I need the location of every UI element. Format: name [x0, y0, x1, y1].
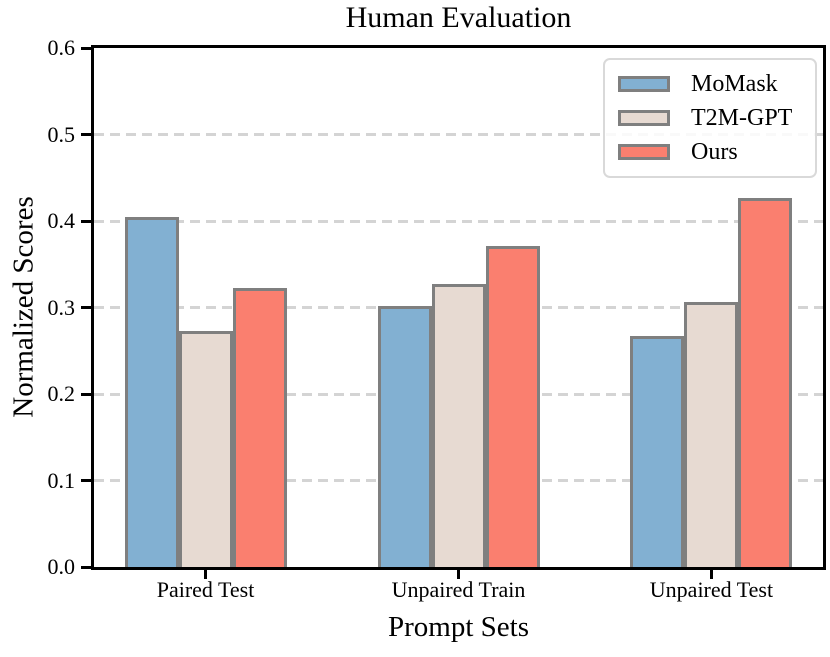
- y-tick-label: 0.6: [47, 35, 76, 60]
- y-tick-label: 0.3: [47, 294, 76, 320]
- bar-momask: [377, 305, 432, 567]
- y-tick-mark: [81, 392, 91, 396]
- y-tick-mark: [81, 306, 91, 309]
- y-tick-label: 0.0: [47, 554, 76, 579]
- bar-momask: [124, 216, 179, 567]
- legend-swatch-momask: [618, 76, 670, 92]
- gridline: [94, 219, 823, 223]
- legend-item-t2m-gpt: T2M-GPT: [618, 104, 815, 132]
- bar-ours: [232, 288, 287, 567]
- x-axis-label: Prompt Sets: [388, 611, 529, 643]
- y-tick-mark: [81, 479, 91, 482]
- chart-title: Human Evaluation: [345, 1, 572, 34]
- y-tick-mark: [81, 219, 91, 223]
- x-tick-label-paired-test: Paired Test: [156, 577, 255, 602]
- legend-swatch-t2m-gpt: [618, 110, 670, 126]
- gridline: [94, 133, 823, 136]
- bar-t2m-gpt: [178, 330, 233, 567]
- y-tick-mark: [81, 565, 91, 569]
- legend: MoMask T2M-GPT Ours: [603, 58, 817, 178]
- y-tick-label: 0.5: [47, 121, 76, 147]
- legend-label-ours: Ours: [691, 139, 738, 165]
- legend-label-t2m-gpt: T2M-GPT: [691, 105, 793, 131]
- legend-label-momask: MoMask: [691, 71, 778, 97]
- plot-area: MoMask T2M-GPT Ours: [91, 45, 826, 570]
- legend-item-ours: Ours: [618, 138, 815, 166]
- bar-t2m-gpt: [431, 284, 486, 567]
- bar-t2m-gpt: [684, 302, 739, 567]
- y-tick-label: 0.1: [47, 467, 76, 493]
- y-tick-mark: [81, 46, 91, 50]
- x-tick-mark: [709, 570, 713, 579]
- y-tick-label: 0.4: [47, 208, 76, 233]
- bar-ours: [485, 246, 540, 567]
- x-tick-mark: [457, 570, 460, 579]
- x-tick-mark: [204, 570, 208, 579]
- x-tick-label-unpaired-train: Unpaired Train: [391, 577, 526, 602]
- y-tick-label: 0.2: [47, 381, 76, 406]
- bar-momask: [630, 336, 685, 567]
- y-tick-mark: [81, 133, 91, 136]
- legend-swatch-ours: [618, 144, 670, 160]
- bar-ours: [738, 197, 793, 567]
- legend-item-momask: MoMask: [618, 70, 815, 98]
- x-tick-label-unpaired-test: Unpaired Test: [649, 577, 774, 602]
